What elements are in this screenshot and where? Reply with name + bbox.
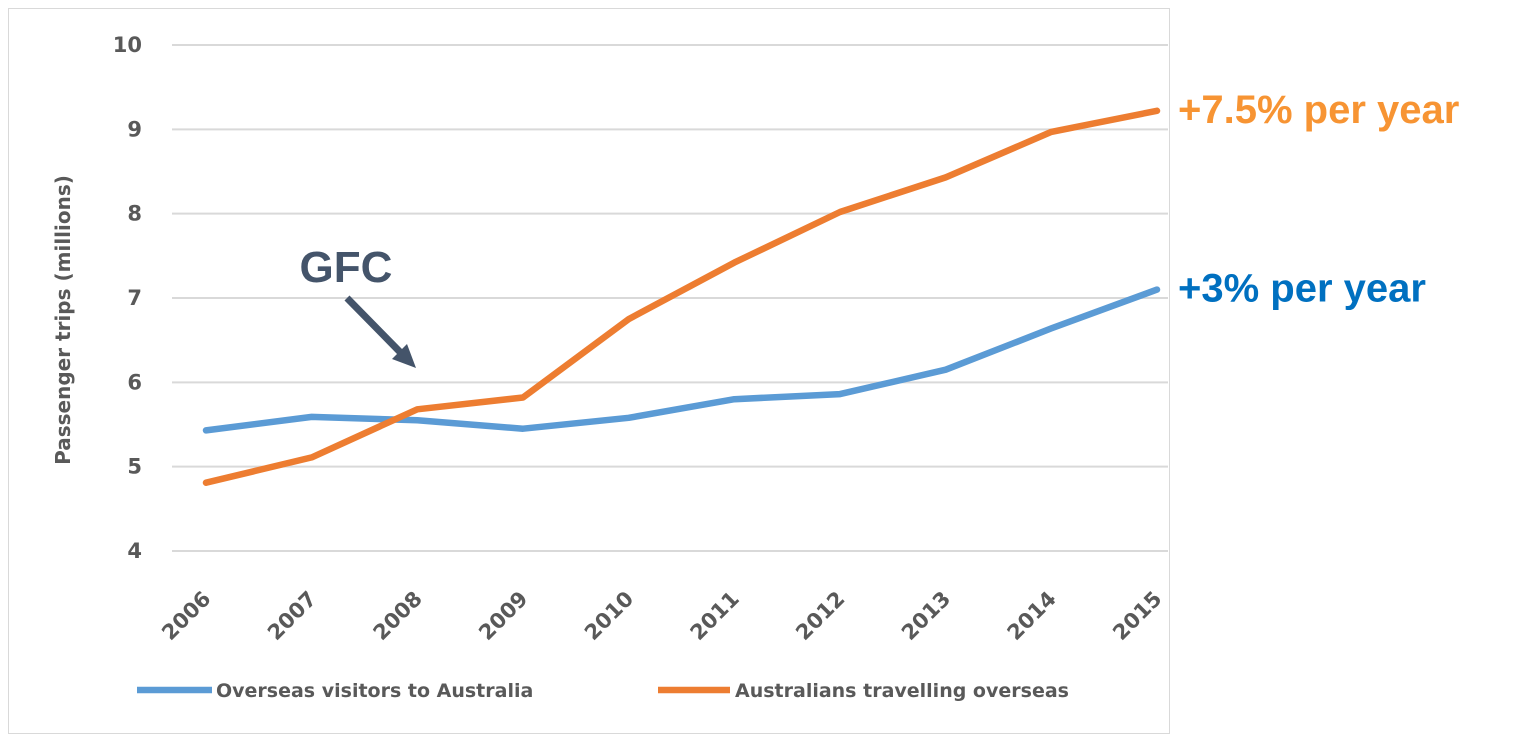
series-line-2 (202, 107, 1161, 486)
legend: Overseas visitors to Australia Australian… (137, 680, 1069, 702)
x-tick-label: 2015 (1108, 587, 1166, 645)
legend-label-2: Australians travelling overseas (735, 680, 1069, 702)
x-tick-label: 2014 (1003, 587, 1061, 645)
legend-label-1: Overseas visitors to Australia (216, 680, 533, 702)
x-tick-label: 2008 (369, 587, 427, 645)
y-tick-label: 7 (127, 286, 142, 310)
x-axis: 2006 2007 2008 2009 2010 2011 2012 2013 2014 2015 (157, 587, 1166, 645)
x-tick-label: 2013 (897, 587, 955, 645)
gfc-label: GFC (300, 243, 393, 292)
x-tick-label: 2010 (580, 587, 638, 645)
series-line-1 (202, 286, 1161, 434)
gfc-annotation: GFC (300, 243, 416, 368)
growth-labels: +3% per year +7.5% per year (1178, 88, 1459, 311)
gfc-arrow-head (392, 344, 416, 368)
x-tick-label: 2009 (474, 587, 532, 645)
x-tick-label: 2007 (263, 587, 321, 645)
x-tick-label: 2006 (157, 587, 215, 645)
y-axis-title: Passenger trips (millions) (51, 175, 75, 465)
y-tick-label: 4 (127, 539, 142, 563)
gfc-arrow-icon (344, 295, 416, 368)
y-tick-label: 5 (127, 455, 142, 479)
series-lines (202, 107, 1161, 486)
gfc-arrow-shaft (344, 295, 403, 355)
x-tick-label: 2011 (686, 587, 744, 645)
y-tick-label: 8 (127, 202, 142, 226)
y-tick-label: 9 (127, 117, 142, 141)
growth-label-2: +7.5% per year (1178, 88, 1459, 132)
gridlines (172, 44, 1168, 552)
y-tick-label: 10 (113, 33, 142, 57)
growth-label-1: +3% per year (1178, 267, 1426, 311)
y-axis: 4 5 6 7 8 9 10 (113, 33, 142, 563)
x-tick-label: 2012 (791, 587, 849, 645)
y-tick-label: 6 (127, 370, 142, 394)
